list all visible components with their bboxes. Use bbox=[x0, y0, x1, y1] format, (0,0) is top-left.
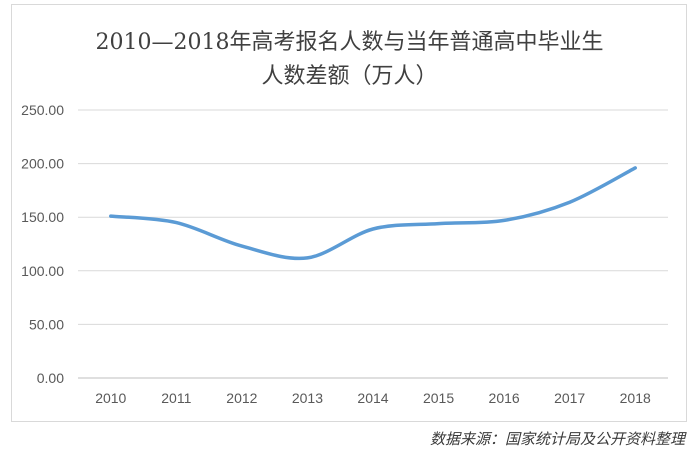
x-tick-label: 2011 bbox=[161, 390, 191, 406]
chart-title: 2010—2018年高考报名人数与当年普通高中毕业生 人数差额（万人） bbox=[0, 26, 699, 94]
chart-title-line-1: 2010—2018年高考报名人数与当年普通高中毕业生 bbox=[95, 30, 604, 55]
x-tick-label: 2016 bbox=[489, 390, 520, 406]
data-point bbox=[305, 256, 309, 260]
data-point bbox=[633, 166, 637, 170]
y-tick-label: 0.00 bbox=[37, 370, 64, 386]
chart-title-line-2: 人数差额（万人） bbox=[261, 64, 438, 89]
data-point bbox=[240, 244, 244, 248]
chart-frame bbox=[11, 4, 687, 422]
data-point bbox=[437, 222, 441, 226]
x-tick-label: 2013 bbox=[292, 390, 323, 406]
y-tick-label: 50.00 bbox=[29, 316, 64, 332]
x-tick-label: 2012 bbox=[226, 390, 257, 406]
series-line bbox=[109, 166, 637, 261]
source-note: 数据来源：国家统计局及公开资料整理 bbox=[429, 430, 685, 448]
data-point bbox=[502, 218, 506, 222]
y-tick-label: 250.00 bbox=[21, 102, 64, 118]
y-tick-label: 200.00 bbox=[21, 156, 64, 172]
x-tick-label: 2018 bbox=[620, 390, 651, 406]
x-tick-label: 2010 bbox=[95, 390, 126, 406]
x-tick-label: 2015 bbox=[423, 390, 454, 406]
data-point bbox=[371, 227, 375, 231]
x-tick-label: 2014 bbox=[357, 390, 388, 406]
y-tick-label: 150.00 bbox=[21, 209, 64, 225]
data-point bbox=[109, 214, 113, 218]
data-point bbox=[174, 221, 178, 225]
y-tick-label: 100.00 bbox=[21, 263, 64, 279]
data-point bbox=[568, 200, 572, 204]
x-tick-label: 2017 bbox=[554, 390, 585, 406]
